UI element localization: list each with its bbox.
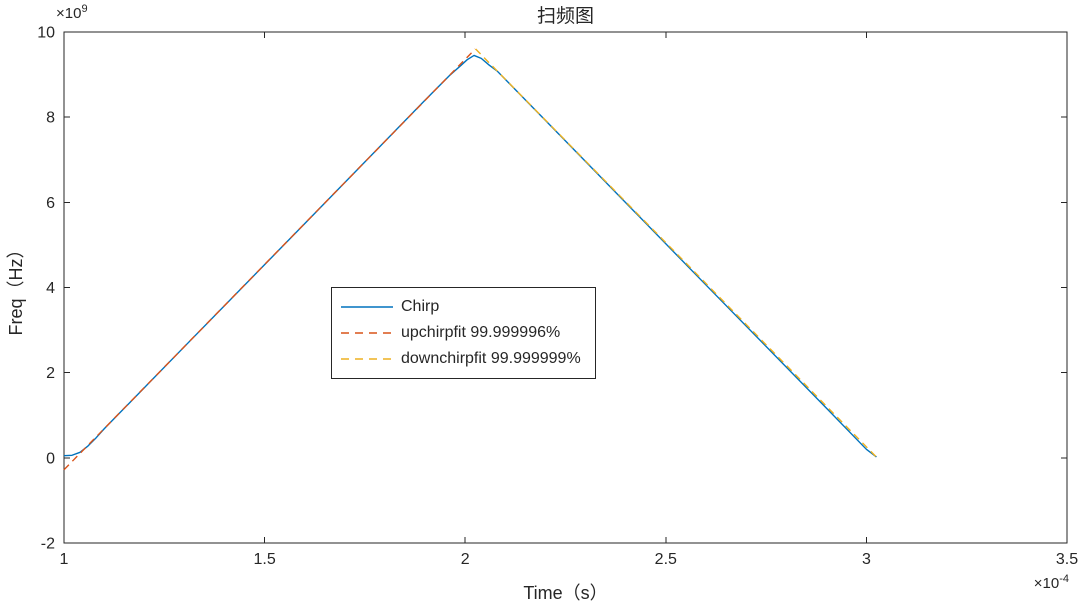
y-axis-multiplier-base: ×10 xyxy=(56,5,82,22)
y-tick-label: -2 xyxy=(41,536,55,553)
x-tick-label: 2.5 xyxy=(655,551,677,568)
x-axis-multiplier-exponent: -4 xyxy=(1059,573,1069,585)
legend-sample-line xyxy=(341,332,393,334)
y-axis-multiplier: ×109 xyxy=(56,3,88,22)
y-tick-label: 6 xyxy=(46,195,55,212)
legend-item-label: downchirpfit 99.999999% xyxy=(401,350,581,367)
y-tick-label: 4 xyxy=(46,280,55,297)
legend-sample-line xyxy=(341,306,393,308)
x-tick-label: 1.5 xyxy=(253,551,275,568)
series-line-downchirpfit xyxy=(475,48,879,460)
x-axis-multiplier-base: ×10 xyxy=(1033,575,1060,592)
legend-item-label: upchirpfit 99.999996% xyxy=(401,324,561,341)
x-axis-label: Time（s） xyxy=(523,583,608,603)
series-line-upchirpfit xyxy=(63,48,476,471)
chart-title: 扫频图 xyxy=(536,6,594,27)
legend-item-label: Chirp xyxy=(401,298,440,315)
y-tick-label: 0 xyxy=(46,450,55,467)
y-tick-label: 10 xyxy=(37,25,55,42)
x-tick-label: 2 xyxy=(461,551,470,568)
y-tick-label: 2 xyxy=(46,365,55,382)
legend-item: upchirpfit 99.999996% xyxy=(341,320,581,346)
x-tick-label: 1 xyxy=(60,551,69,568)
legend-sample-line xyxy=(341,358,393,360)
x-tick-label: 3 xyxy=(862,551,871,568)
y-tick-label: 8 xyxy=(46,110,55,127)
x-axis-multiplier: ×10-4 xyxy=(1034,573,1069,592)
legend-item: downchirpfit 99.999999% xyxy=(341,346,581,372)
y-axis-multiplier-exponent: 9 xyxy=(81,3,88,15)
legend-item: Chirp xyxy=(341,294,581,320)
y-axis-label: Freq（Hz） xyxy=(6,240,26,336)
series-line-chirp xyxy=(63,54,877,458)
legend: Chirp upchirpfit 99.999996% downchirpfit 9… xyxy=(331,287,596,379)
x-tick-label: 3.5 xyxy=(1056,551,1078,568)
